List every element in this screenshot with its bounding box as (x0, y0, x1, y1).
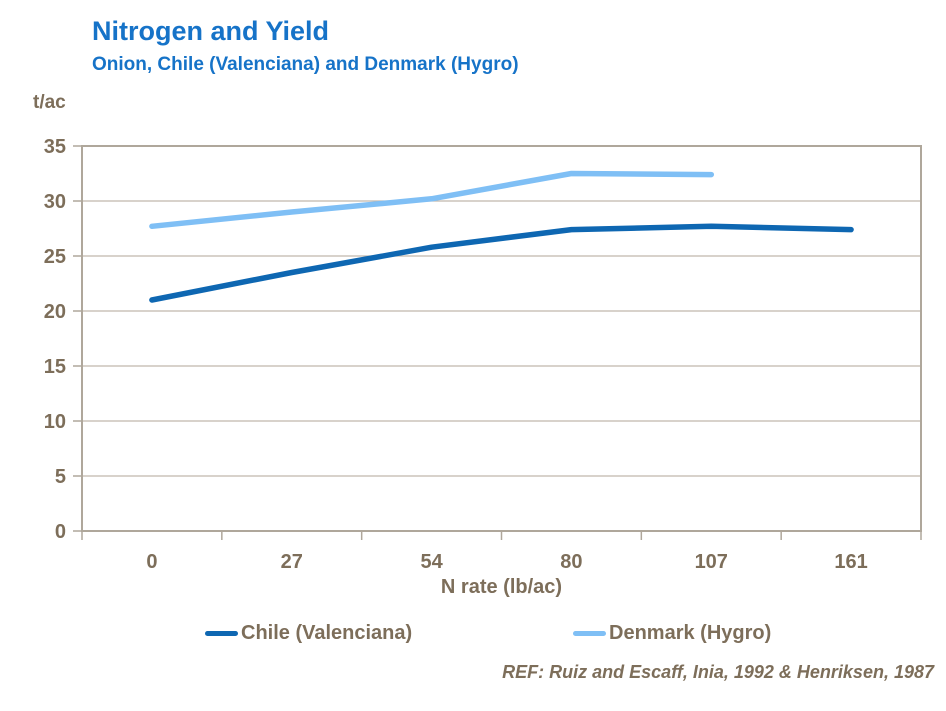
series-line-denmark (149, 170, 715, 230)
legend-item-chile: Chile (Valenciana) (205, 622, 412, 645)
y-axis-unit-label: t/ac (33, 92, 66, 113)
legend-item-denmark: Denmark (Hygro) (573, 622, 771, 645)
x-tick-label: 161 (834, 551, 867, 573)
x-tick-label: 54 (420, 551, 443, 573)
y-tick-label: 25 (44, 246, 66, 268)
y-tick-label: 0 (55, 521, 66, 543)
plot-border (81, 145, 922, 532)
chart-title: Nitrogen and Yield (92, 16, 330, 46)
x-tick-label: 107 (695, 551, 728, 573)
chart-legend: Chile (Valenciana) Denmark (Hygro) (0, 620, 946, 650)
chart-subtitle: Onion, Chile (Valenciana) and Denmark (H… (92, 54, 519, 75)
y-tick-label: 5 (55, 466, 66, 488)
denmark-line-swatch (573, 631, 606, 636)
legend-label-denmark: Denmark (Hygro) (609, 622, 772, 644)
y-tick-label: 20 (44, 301, 66, 323)
y-tick-label: 30 (44, 191, 66, 213)
reference-citation: REF: Ruiz and Escaff, Inia, 1992 & Henri… (502, 662, 934, 682)
x-axis-title: N rate (lb/ac) (440, 576, 563, 598)
x-tick-label: 80 (560, 551, 582, 573)
y-tick-label: 10 (44, 411, 66, 433)
legend-label-chile: Chile (Valenciana) (241, 622, 413, 644)
line-chart: 0 5 10 15 20 25 30 35 0 27 54 80 107 161 (44, 136, 922, 573)
series-line-chile (149, 223, 854, 303)
x-tick-label: 27 (281, 551, 303, 573)
x-tick-label: 0 (146, 551, 157, 573)
chile-line-swatch (205, 631, 238, 636)
y-tick-label: 35 (44, 136, 66, 158)
y-tick-label: 15 (44, 356, 66, 378)
